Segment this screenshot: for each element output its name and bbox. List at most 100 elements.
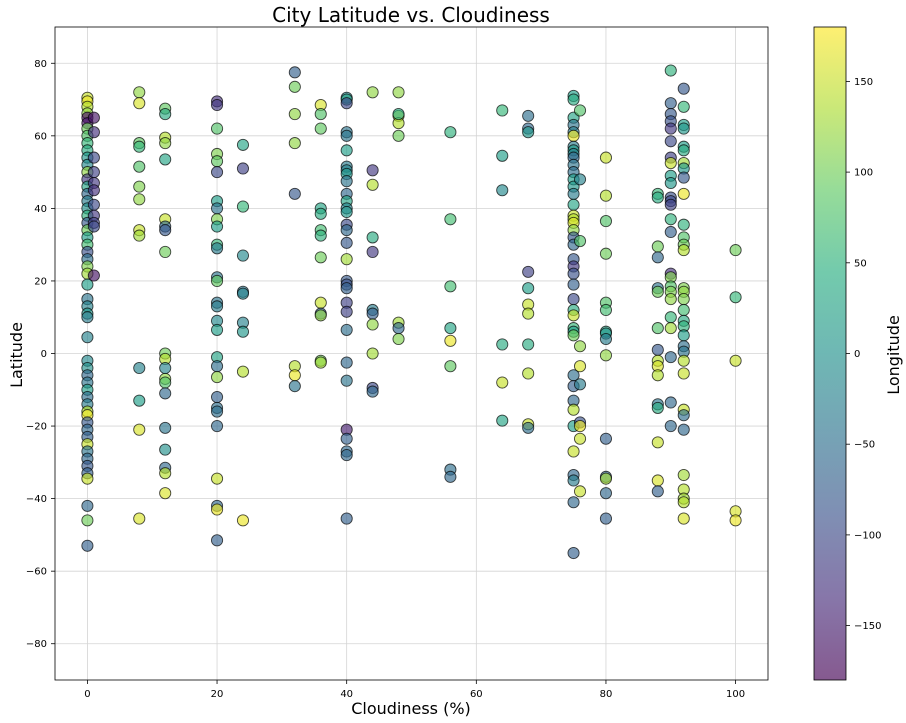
data-point (366, 245, 379, 258)
data-point (496, 104, 509, 117)
data-point (444, 280, 457, 293)
data-point (236, 287, 250, 300)
data-point (567, 309, 580, 322)
data-point (392, 322, 405, 335)
data-point (340, 144, 353, 157)
data-point (444, 334, 457, 347)
data-point (159, 153, 172, 166)
data-point (677, 144, 690, 157)
data-point (567, 129, 580, 142)
data-point (159, 108, 172, 121)
x-tick-label: 20 (211, 689, 224, 700)
x-tick-label: 80 (600, 689, 613, 700)
data-point (677, 293, 690, 306)
data-point (340, 236, 353, 249)
data-point (599, 349, 613, 362)
data-point (677, 468, 690, 482)
data-point (677, 496, 690, 509)
data-point (133, 361, 146, 375)
data-point (288, 380, 301, 393)
data-point (314, 122, 327, 135)
data-point (599, 151, 613, 164)
data-point (651, 436, 664, 449)
data-point (288, 108, 301, 121)
data-point (664, 322, 677, 335)
data-point (522, 338, 535, 351)
x-axis-title: Cloudiness (%) (351, 699, 471, 718)
data-point (366, 307, 379, 320)
data-point (677, 409, 690, 422)
data-point (133, 394, 146, 407)
data-point (210, 360, 224, 373)
data-point (522, 282, 535, 295)
data-point (81, 499, 94, 512)
data-point (288, 80, 301, 93)
data-point (677, 303, 690, 317)
data-point (677, 171, 690, 184)
data-point (677, 82, 690, 95)
data-point (651, 285, 664, 298)
colorbar-tick-label: −150 (854, 621, 881, 632)
data-point (444, 126, 457, 139)
data-point (159, 443, 172, 456)
data-point (81, 331, 94, 344)
data-point (664, 420, 677, 433)
data-point (664, 176, 677, 190)
data-point (664, 311, 677, 324)
data-point (288, 66, 301, 79)
data-point (87, 184, 100, 197)
data-point (81, 278, 94, 291)
data-point (340, 129, 353, 142)
data-point (340, 305, 353, 318)
data-point (599, 215, 613, 228)
data-point (573, 420, 587, 433)
data-point (210, 405, 224, 418)
data-point (314, 207, 327, 220)
data-point (444, 213, 457, 226)
data-point (314, 229, 327, 242)
data-point (573, 104, 587, 117)
data-point (729, 291, 742, 304)
data-point (496, 149, 509, 162)
data-point (567, 278, 580, 291)
data-point (87, 126, 100, 139)
data-point (664, 213, 677, 226)
data-point (366, 164, 379, 177)
data-point (133, 97, 146, 110)
data-point (651, 369, 664, 382)
data-point (366, 347, 379, 360)
data-point (444, 322, 457, 335)
data-point (314, 296, 327, 309)
data-point (159, 387, 172, 400)
data-point (651, 343, 664, 356)
data-point (236, 249, 250, 262)
data-point (664, 122, 677, 135)
data-point (677, 218, 690, 231)
data-point (159, 245, 172, 258)
data-point (87, 166, 100, 179)
data-point (392, 108, 405, 121)
data-point (340, 323, 353, 336)
data-point (340, 282, 353, 295)
data-point (567, 474, 580, 487)
colorbar-tick-label: 0 (854, 349, 860, 360)
data-point (210, 98, 224, 112)
data-point (677, 122, 690, 135)
colorbar (813, 26, 847, 681)
data-point (210, 323, 224, 336)
data-point (236, 138, 250, 151)
data-point (159, 487, 172, 500)
data-point (567, 403, 580, 416)
y-axis-title: Latitude (7, 322, 26, 388)
data-point (159, 361, 172, 375)
data-point (573, 340, 587, 353)
data-point (677, 354, 690, 367)
data-point (496, 338, 509, 351)
data-point (496, 414, 509, 427)
data-point (567, 546, 580, 560)
colorbar-tick-label: 50 (854, 258, 867, 269)
data-point (522, 265, 535, 278)
data-point (599, 247, 613, 260)
data-point (340, 205, 353, 219)
